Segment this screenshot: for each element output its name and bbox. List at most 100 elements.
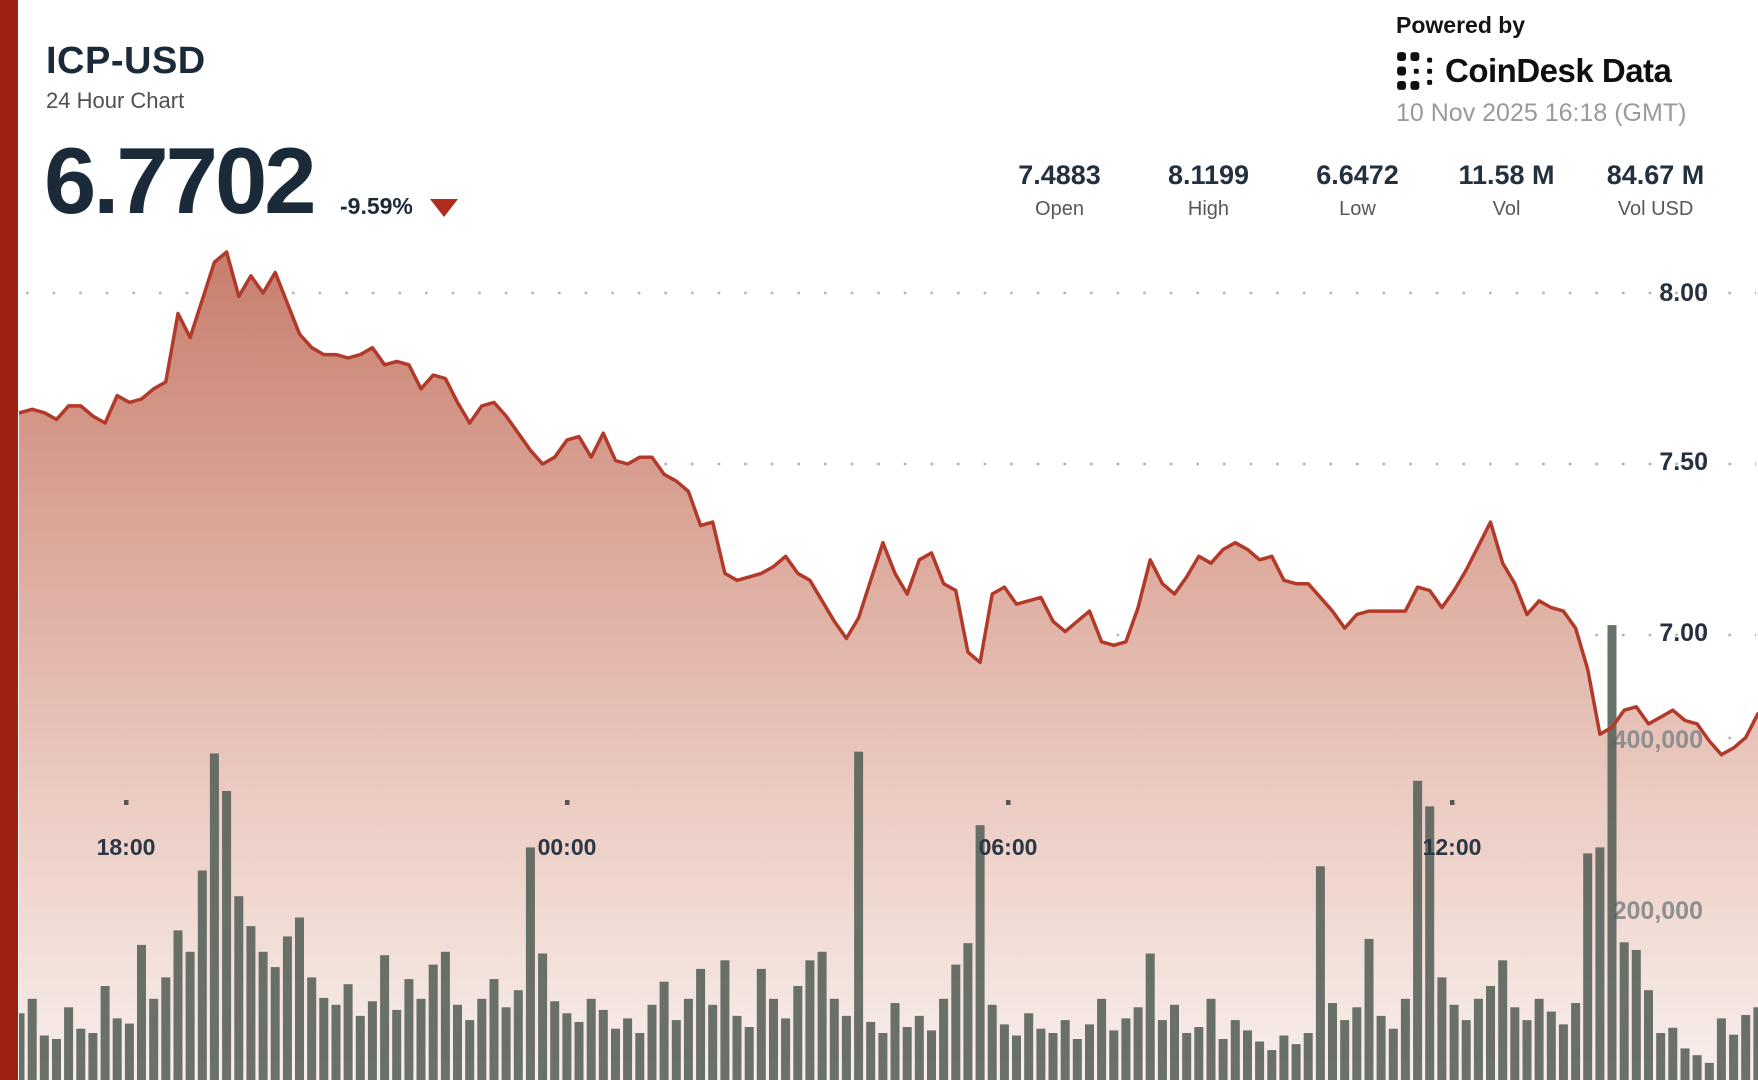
volume-bar — [222, 791, 232, 1080]
volume-bar — [1449, 1004, 1459, 1080]
volume-bar — [1425, 806, 1435, 1080]
volume-bar — [1012, 1035, 1021, 1080]
volume-bar — [465, 1020, 475, 1080]
volume-bar — [671, 1020, 681, 1080]
time-axis-ticks — [124, 800, 1455, 805]
volume-bar — [185, 951, 195, 1080]
volume-bar — [1388, 1028, 1398, 1080]
volume-bar — [598, 1009, 608, 1080]
volume-bar — [1595, 847, 1605, 1080]
volume-bar — [64, 1007, 74, 1080]
volume-bar — [513, 990, 523, 1080]
volume-bar — [720, 960, 730, 1080]
volume-bar — [19, 1013, 25, 1080]
vol-label: Vol — [1492, 198, 1521, 220]
volume-bar — [611, 1028, 620, 1080]
volume-bar — [951, 964, 961, 1080]
volume-bar — [1692, 1055, 1702, 1080]
price-axis-label-750: 7.50 — [1659, 448, 1708, 476]
volume-bar — [1486, 986, 1495, 1080]
low-value: 6.6472 — [1316, 160, 1399, 190]
chart-timestamp: 10 Nov 2025 16:18 (GMT) — [1396, 99, 1687, 127]
volume-bar — [623, 1018, 633, 1080]
price-line — [19, 250, 1758, 757]
volume-bar — [307, 977, 317, 1080]
volume-bar — [124, 1023, 134, 1080]
volume-bar — [586, 998, 596, 1080]
volume-bar — [1461, 1020, 1471, 1080]
volume-bar — [1085, 1024, 1094, 1080]
volume-bar — [817, 951, 827, 1080]
pair-title: ICP-USD — [46, 40, 206, 82]
volume-bar — [1522, 1020, 1532, 1080]
volume-bar — [1741, 1015, 1751, 1080]
volume-bar — [501, 1007, 511, 1080]
volume-bar — [1716, 1018, 1726, 1080]
volume-bar — [404, 979, 414, 1080]
volume-bar — [416, 998, 426, 1080]
volume-bar — [380, 955, 390, 1080]
volume-bar — [197, 870, 207, 1080]
volume-bar — [1729, 1034, 1739, 1080]
volume-bars — [19, 625, 1758, 1080]
volume-bar — [878, 1033, 888, 1080]
volume-bar — [1315, 866, 1325, 1080]
volume-bar — [866, 1021, 876, 1080]
volume-bar — [1534, 998, 1544, 1080]
volume-bar — [39, 1035, 49, 1080]
volume-bar — [1510, 1007, 1520, 1080]
volume-bar — [76, 1028, 86, 1080]
volume-bar — [781, 1018, 791, 1080]
time-label-0600: 06:00 — [978, 834, 1038, 860]
low-label: Low — [1339, 198, 1376, 220]
volume-bar — [1024, 1013, 1034, 1080]
time-label-1800: 18:00 — [96, 834, 156, 860]
volume-bar — [258, 951, 268, 1080]
volume-bar — [744, 1027, 754, 1080]
volume-bar — [1376, 1015, 1386, 1080]
volume-bar — [902, 1027, 912, 1080]
volume-bar — [1279, 1035, 1289, 1080]
volume-bar — [1498, 960, 1508, 1080]
volume-bar — [1072, 1039, 1082, 1080]
volume-bar — [355, 1015, 365, 1080]
price-axis-label-800: 8.00 — [1659, 279, 1708, 307]
volume-bar — [1753, 1007, 1758, 1080]
volume-bar — [1437, 977, 1447, 1080]
volume-bar — [769, 998, 778, 1080]
brand-block: Powered by CoinDesk Data 10 Nov 2025 16:… — [1396, 12, 1732, 128]
volume-bar — [939, 998, 949, 1080]
volume-bar — [635, 1033, 645, 1080]
volume-bar — [1170, 1004, 1179, 1080]
volume-bar — [987, 1004, 997, 1080]
volume-bar — [1036, 1028, 1046, 1080]
volume-bar — [27, 998, 37, 1080]
volume-axis-label-200k: 200,000 — [1613, 897, 1703, 925]
volume-bar — [1145, 953, 1155, 1080]
volume-bar — [88, 1033, 98, 1080]
volume-bar — [1291, 1044, 1301, 1080]
coindesk-logo[interactable]: CoinDesk Data — [1396, 51, 1732, 91]
volume-bar — [975, 825, 985, 1080]
volume-bar — [1194, 1027, 1204, 1080]
stat-vol: 11.58 M Vol — [1432, 160, 1581, 221]
volume-bar — [647, 1004, 657, 1080]
volume-bar — [890, 1003, 900, 1080]
stat-open: 7.4883 Open — [985, 160, 1134, 221]
volume-bar — [927, 1030, 936, 1080]
volume-bar — [574, 1021, 584, 1080]
volume-bar — [732, 1015, 742, 1080]
volume-bar — [453, 1004, 462, 1080]
volume-bar — [234, 896, 244, 1080]
volume-bar — [1631, 950, 1641, 1080]
volume-bar — [1267, 1050, 1277, 1080]
volume-bar — [367, 1001, 377, 1080]
volume-bar — [1400, 998, 1410, 1080]
volume-bar — [319, 997, 329, 1080]
volume-bar — [1157, 1020, 1167, 1080]
volume-bar — [1097, 998, 1107, 1080]
volume-bar — [1340, 1020, 1350, 1080]
volume-bar — [149, 998, 159, 1080]
volume-bar — [1656, 1033, 1666, 1080]
